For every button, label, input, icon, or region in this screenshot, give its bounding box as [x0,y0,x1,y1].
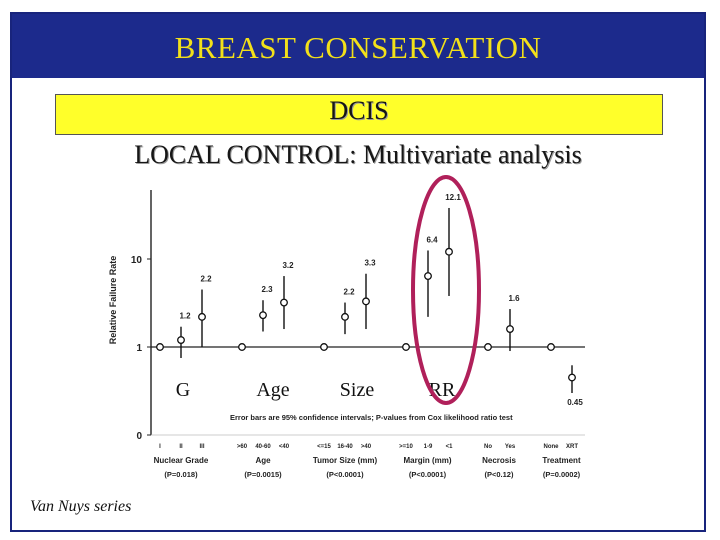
data-value-label: 0.45 [567,398,583,407]
group-p-value-label: (P<0.12) [485,470,514,479]
y-tick-label: 1 [136,343,142,354]
data-point [547,343,555,351]
x-category-label: III [199,444,204,450]
x-category-label: <1 [446,444,454,450]
group-name-label: Tumor Size (mm) [313,456,378,465]
data-value-label: 1.6 [508,294,520,303]
series-credit: Van Nuys series [30,498,132,515]
x-category-label: <40 [279,444,290,450]
group-name-label: Age [255,456,271,465]
overlay-label: Age [256,379,289,401]
group-p-value-label: (P<0.0001) [326,470,364,479]
data-point [506,325,514,333]
x-category-label: Yes [505,444,516,450]
x-category-label: II [179,444,183,450]
x-category-label: XRT [566,444,578,450]
group-p-value-label: (P=0.0015) [244,470,282,479]
overlay-label: G [176,379,190,401]
data-value-label: 6.4 [426,235,438,244]
subtitle-highlight-box [55,94,663,135]
group-p-value-label: (P<0.0001) [409,470,447,479]
data-point [484,343,492,351]
slide-subtitle-analysis: LOCAL CONTROL: Multivariate analysis [134,140,582,169]
x-category-label: 16-40 [337,444,353,450]
data-point [238,343,246,351]
data-point [568,373,576,382]
data-point [156,343,164,351]
data-value-label: 2.2 [343,288,355,297]
data-point [445,247,453,256]
group-name-label: Nuclear Grade [154,456,209,465]
data-value-label: 3.3 [364,259,376,268]
data-value-label: 3.2 [282,261,294,270]
x-category-label: No [484,444,492,450]
data-point [177,336,185,344]
x-category-label: None [544,444,560,450]
group-name-label: Necrosis [482,456,516,465]
x-category-label: <=15 [317,444,331,450]
data-value-label: 2.2 [200,275,212,284]
group-name-label: Treatment [542,456,581,465]
data-point [362,297,370,306]
x-category-label: 40-60 [255,444,271,450]
slide-subtitle-dcis: DCIS [329,96,389,125]
group-name-label: Margin (mm) [404,456,452,465]
data-point [341,312,349,321]
slide-title: BREAST CONSERVATION [174,30,542,65]
group-p-value-label: (P=0.0002) [543,470,581,479]
data-value-label: 12.1 [445,193,461,202]
overlay-label: Size [340,379,375,401]
data-point [424,272,432,281]
y-axis-title: Relative Failure Rate [108,256,118,345]
x-category-label: 1-9 [424,444,433,450]
x-category-label: I [159,444,161,450]
data-point [320,343,328,351]
data-value-label: 2.3 [261,285,273,294]
data-point [259,311,267,320]
data-value-label: 1.2 [179,312,191,321]
y-tick-label: 10 [131,255,143,266]
data-point [280,298,288,307]
title-bar [12,14,704,78]
x-category-label: >=10 [399,444,413,450]
x-category-label: >40 [361,444,372,450]
chart-note: Error bars are 95% confidence intervals;… [230,413,513,422]
data-point [198,312,206,321]
y-tick-label: 0 [136,431,142,442]
data-point [402,343,410,351]
margin-highlight-circle [411,175,481,405]
group-p-value-label: (P=0.018) [164,470,198,479]
x-category-label: >60 [237,444,248,450]
